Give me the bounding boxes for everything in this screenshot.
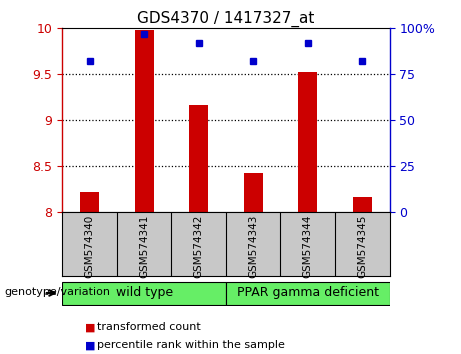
Text: ■: ■: [85, 340, 95, 350]
Bar: [62, 281, 226, 305]
Text: GSM574342: GSM574342: [194, 214, 204, 278]
Text: percentile rank within the sample: percentile rank within the sample: [97, 340, 285, 350]
Text: ■: ■: [85, 322, 95, 332]
Bar: [243, 173, 263, 212]
Text: wild type: wild type: [116, 286, 172, 299]
Text: genotype/variation: genotype/variation: [5, 287, 111, 297]
Bar: [80, 192, 99, 212]
Text: PPAR gamma deficient: PPAR gamma deficient: [236, 286, 379, 299]
Text: GSM574345: GSM574345: [357, 214, 367, 278]
Title: GDS4370 / 1417327_at: GDS4370 / 1417327_at: [137, 11, 314, 27]
Bar: [189, 105, 208, 212]
Bar: [226, 281, 390, 305]
Text: GSM574341: GSM574341: [139, 214, 149, 278]
Text: GSM574343: GSM574343: [248, 214, 258, 278]
Bar: [353, 197, 372, 212]
Text: transformed count: transformed count: [97, 322, 201, 332]
Text: GSM574340: GSM574340: [84, 214, 95, 278]
Bar: [135, 30, 154, 212]
Text: GSM574344: GSM574344: [303, 214, 313, 278]
Bar: [298, 73, 317, 212]
